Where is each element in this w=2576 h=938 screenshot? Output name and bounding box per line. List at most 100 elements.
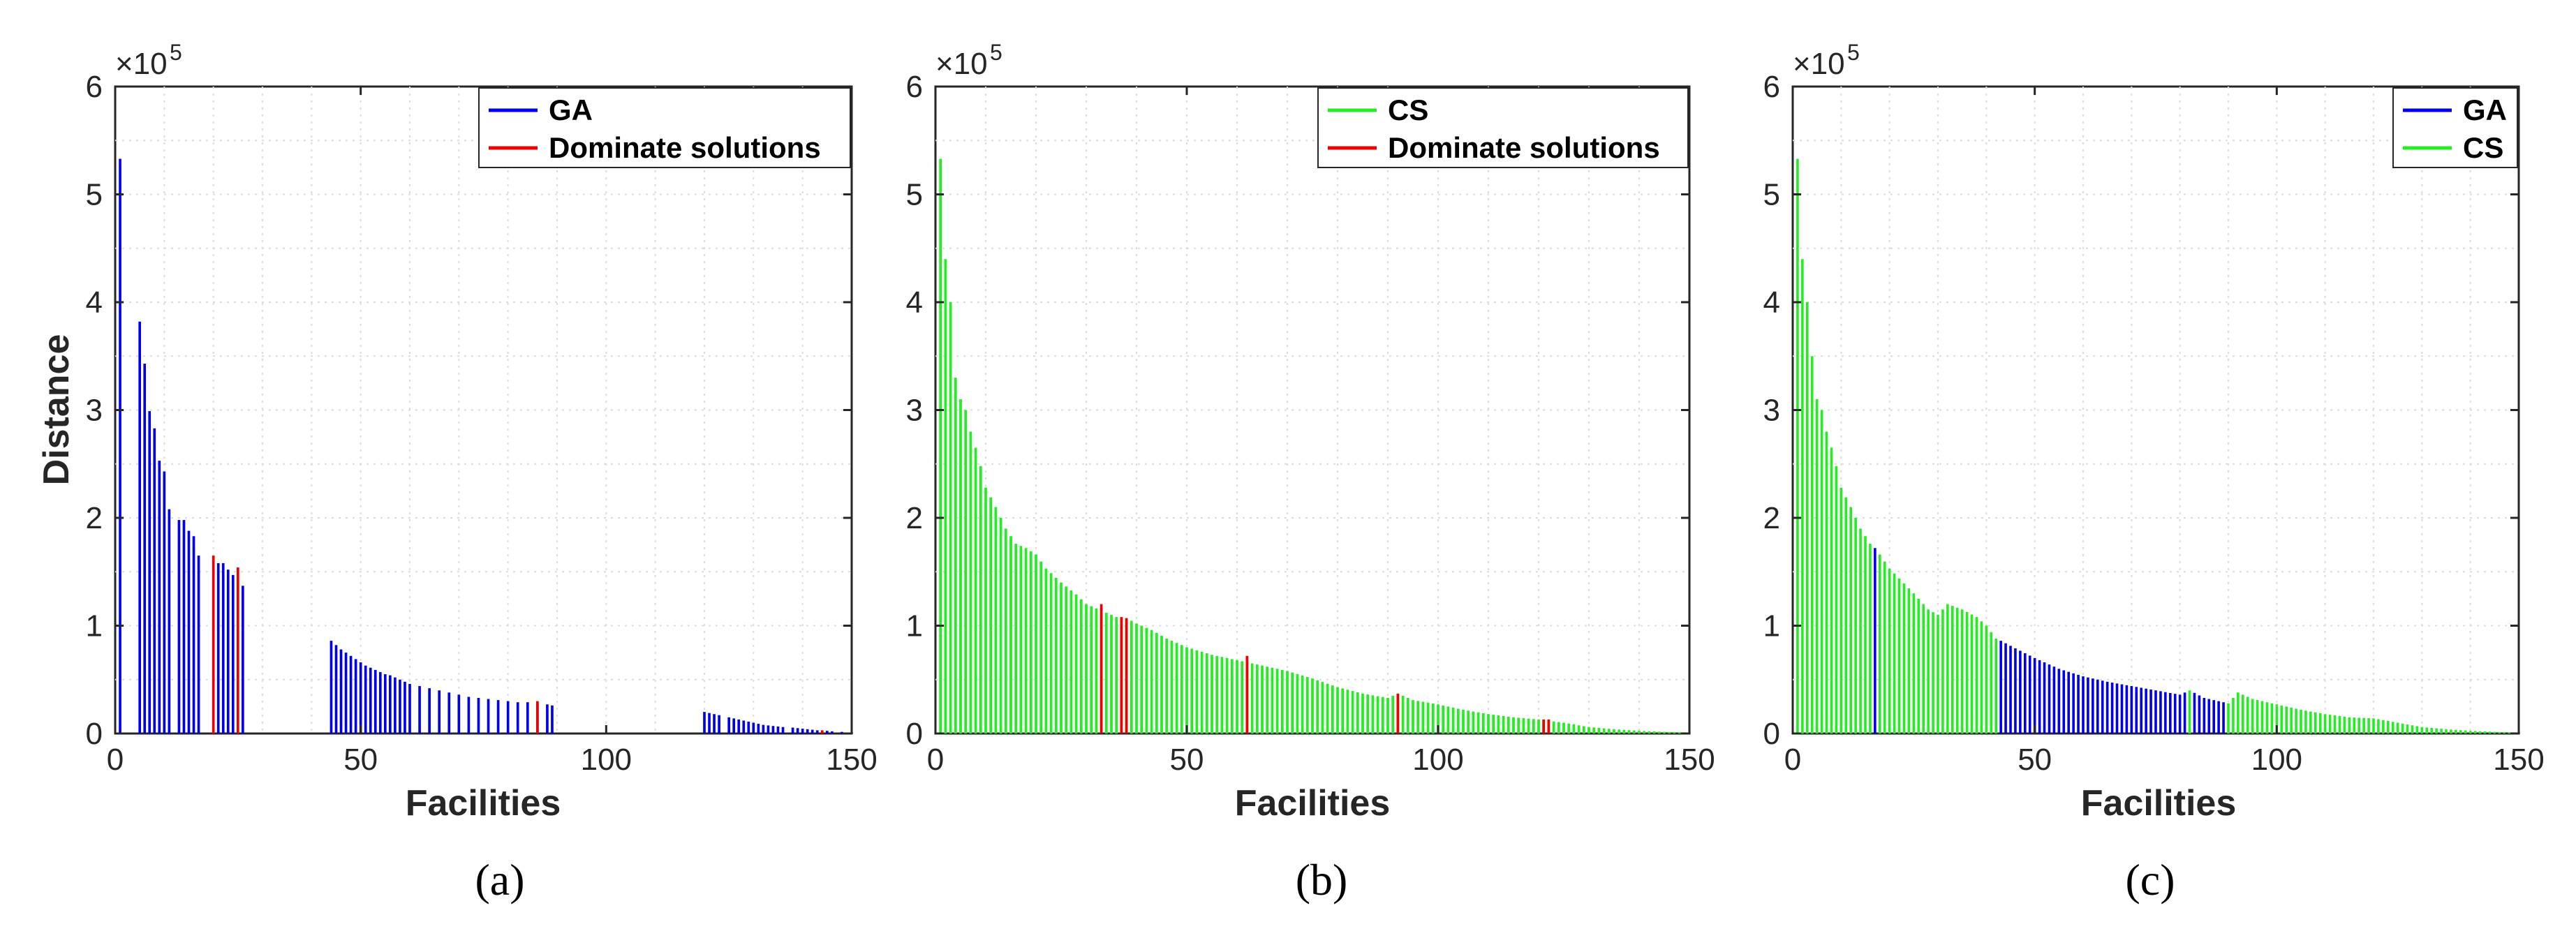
bar-cs <box>2318 713 2322 734</box>
bar-cs <box>1326 683 1329 734</box>
legend-a-ga-label: GA <box>549 94 593 126</box>
bar-cs <box>1567 723 1571 734</box>
bar-cs <box>1215 655 1219 734</box>
bar-ga <box>408 683 411 734</box>
bar-cs <box>1261 665 1264 734</box>
bar-cs <box>1019 546 1023 734</box>
bar-cs <box>1029 551 1032 734</box>
bar-ga <box>2062 670 2066 734</box>
bar-ga <box>806 729 809 734</box>
bar-cs <box>1085 604 1088 734</box>
bar-ga <box>177 520 181 734</box>
bar-ga <box>143 364 147 734</box>
bar-cs <box>1255 664 1259 734</box>
bar-ga <box>394 677 397 734</box>
bar-ga <box>2207 699 2211 734</box>
bar-cs <box>2280 705 2283 734</box>
legend-c-ga-label: GA <box>2463 94 2507 126</box>
bar-ga <box>399 679 401 734</box>
bar-cs <box>2270 703 2274 734</box>
legend-a-dominate-label: Dominate solutions <box>549 131 821 164</box>
y-tick-label: 2 <box>86 501 103 535</box>
bar-ga <box>2222 702 2225 734</box>
y-tick-label: 6 <box>86 70 103 104</box>
bar-ga <box>2168 692 2172 734</box>
bar-ga <box>2028 655 2031 734</box>
bar-cs <box>1291 672 1294 734</box>
svg-text:5: 5 <box>1847 40 1860 65</box>
bar-cs <box>1597 727 1601 734</box>
bar-ga <box>187 530 191 734</box>
bar-cs <box>1241 661 1244 734</box>
bar-cs <box>2450 729 2452 734</box>
bar-cs <box>1801 259 1804 734</box>
bar-cs <box>2232 698 2235 734</box>
bar-ga <box>2105 681 2109 734</box>
bar-ga <box>2203 698 2206 734</box>
bar-dominate <box>1245 655 1249 734</box>
bar-ga <box>467 697 471 734</box>
bar-ga <box>344 653 348 734</box>
bar-ga <box>2115 683 2119 734</box>
bar-cs <box>2473 731 2477 734</box>
x-axis-label-a: Facilities <box>406 783 561 824</box>
bar-cs <box>974 447 977 734</box>
bar-cs <box>1487 714 1490 734</box>
bar-dominate <box>1547 719 1550 734</box>
bar-dominate <box>536 701 539 734</box>
bar-cs <box>1305 677 1309 734</box>
bar-cs <box>1577 725 1581 734</box>
bar-cs <box>1927 609 1930 734</box>
bar-cs <box>1970 614 1974 734</box>
bar-cs <box>1456 708 1460 734</box>
bar-ga <box>732 718 736 734</box>
bar-cs <box>1004 528 1007 734</box>
bar-ga <box>2110 683 2114 734</box>
legend-c: GA CS <box>2392 87 2518 168</box>
x-tick-label: 100 <box>581 743 632 777</box>
bar-ga <box>477 698 480 734</box>
bar-cs <box>1431 704 1435 734</box>
bar-cs <box>1014 544 1018 734</box>
bar-ga <box>831 731 834 734</box>
bar-ga <box>826 731 829 734</box>
bar-cs <box>1869 544 1872 734</box>
bar-cs <box>1175 643 1178 734</box>
panel-a-chart: 0 50 100 150 0 1 2 3 4 5 6 Facilities Distance ×10… <box>36 40 878 824</box>
bar-cs <box>2328 715 2332 734</box>
bar-cs <box>2435 728 2438 734</box>
bar-ga <box>2043 662 2046 734</box>
bar-cs <box>1810 356 1814 734</box>
bar-ga <box>2135 687 2138 734</box>
bar-cs <box>1336 687 1339 734</box>
bar-cs <box>954 378 957 734</box>
x-tick-label: 100 <box>2251 743 2302 777</box>
bar-ga <box>752 722 755 734</box>
y-tick-label: 6 <box>1763 70 1780 104</box>
bar-cs <box>1426 702 1430 734</box>
bar-ga <box>1999 641 2002 734</box>
svg-text:5: 5 <box>990 40 1002 65</box>
bar-cs <box>1941 609 1944 734</box>
bar-cs <box>2251 699 2254 734</box>
bar-cs <box>1955 607 1959 734</box>
bar-cs <box>1095 608 1098 734</box>
bar-cs <box>1994 639 1998 734</box>
y-tick-label: 2 <box>906 501 923 535</box>
bar-cs <box>2411 725 2414 734</box>
bar-ga <box>182 520 186 734</box>
bar-cs <box>1160 635 1163 734</box>
bar-cs <box>1054 578 1058 734</box>
legend-b-cs-label: CS <box>1388 94 1428 126</box>
bar-cs <box>1371 695 1375 734</box>
y-tick-label: 0 <box>86 717 103 751</box>
bar-ga <box>2048 664 2051 734</box>
bar-ga <box>2057 669 2061 734</box>
bar-ga <box>737 719 741 734</box>
y-tick-label: 3 <box>86 394 103 428</box>
bar-cs <box>1195 650 1199 734</box>
bar-cs <box>1888 568 1891 734</box>
bar-cs <box>1805 302 1809 734</box>
bar-cs <box>1643 731 1646 734</box>
bar-ga <box>438 690 441 734</box>
